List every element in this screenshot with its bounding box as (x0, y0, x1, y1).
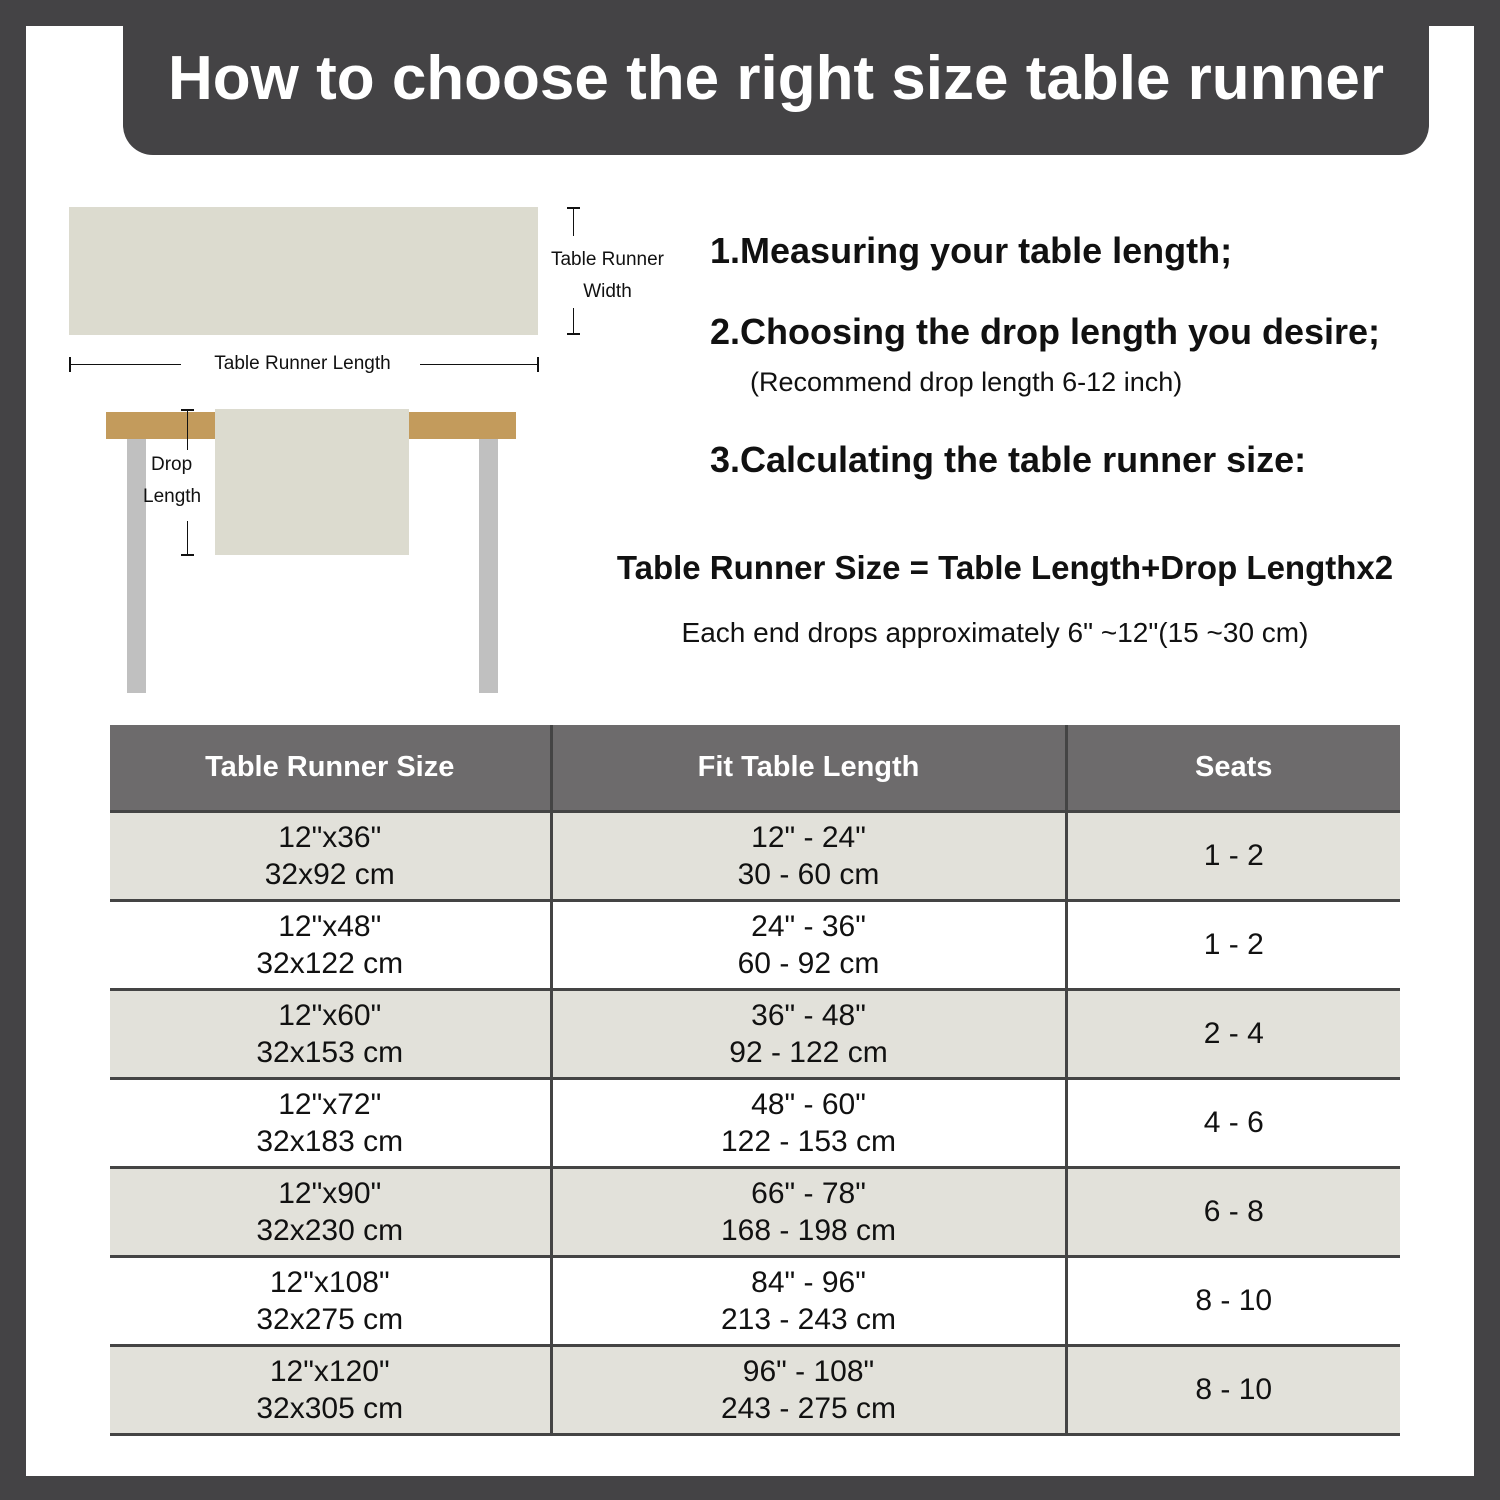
table-leg-left (127, 439, 146, 693)
fit-inches: 48" - 60" (751, 1087, 866, 1121)
seats-cell: 1 - 2 (1066, 811, 1400, 902)
header-fit: Fit Table Length (551, 725, 1068, 813)
runner-top-view (69, 207, 538, 335)
fit-cm: 168 - 198 cm (720, 1213, 897, 1247)
fit-inches: 36" - 48" (751, 998, 866, 1032)
table-leg-right (479, 439, 498, 693)
drop-arrow-bottom-cap (181, 554, 194, 556)
size-cm: 32x122 cm (256, 946, 404, 980)
length-label: Table Runner Length (214, 353, 391, 374)
size-cm: 32x92 cm (264, 857, 395, 891)
length-arrow-left-cap (69, 357, 71, 372)
fit-cm: 122 - 153 cm (720, 1124, 897, 1158)
size-cm: 32x275 cm (256, 1302, 404, 1336)
size-inches: 12"x60" (278, 998, 382, 1032)
table-row: 12"x120" 32x305 cm 96" - 108" 243 - 275 cm… (110, 1345, 1400, 1436)
size-inches: 12"x72" (278, 1087, 382, 1121)
table-row: 12"x48" 32x122 cm 24" - 36" 60 - 92 cm 1 -… (110, 900, 1400, 991)
fit-cm: 92 - 122 cm (729, 1035, 888, 1069)
runner-drop (215, 409, 409, 555)
fit-inches: 84" - 96" (751, 1265, 866, 1299)
size-table: Table Runner Size Fit Table Length Seats… (110, 725, 1400, 1436)
seats-cell: 2 - 4 (1066, 989, 1400, 1080)
size-cell: 12"x90" 32x230 cm (110, 1167, 553, 1258)
fit-cell: 66" - 78" 168 - 198 cm (551, 1167, 1068, 1258)
seats-cell: 8 - 10 (1066, 1345, 1400, 1436)
seats-cell: 1 - 2 (1066, 900, 1400, 991)
fit-inches: 66" - 78" (751, 1176, 866, 1210)
size-inches: 12"x108" (269, 1265, 390, 1299)
fit-cell: 96" - 108" 243 - 275 cm (551, 1345, 1068, 1436)
step-3: 3.Calculating the table runner size: (710, 439, 1307, 480)
size-cell: 12"x108" 32x275 cm (110, 1256, 553, 1347)
header-seats: Seats (1066, 725, 1400, 813)
fit-cell: 48" - 60" 122 - 153 cm (551, 1078, 1068, 1169)
fit-cell: 12" - 24" 30 - 60 cm (551, 811, 1068, 902)
table-row: 12"x36" 32x92 cm 12" - 24" 30 - 60 cm 1 - … (110, 811, 1400, 902)
size-inches: 12"x48" (278, 909, 382, 943)
drop-arrow-top-cap (181, 409, 194, 411)
width-arrow-bottom-cap (567, 333, 580, 335)
fit-cm: 60 - 92 cm (737, 946, 880, 980)
fit-cell: 84" - 96" 213 - 243 cm (551, 1256, 1068, 1347)
fit-cell: 24" - 36" 60 - 92 cm (551, 900, 1068, 991)
drop-label-line1: Drop (151, 454, 193, 475)
size-cm: 32x153 cm (256, 1035, 404, 1069)
fit-cm: 30 - 60 cm (737, 857, 880, 891)
size-cm: 32x183 cm (256, 1124, 404, 1158)
size-cm: 32x305 cm (256, 1391, 404, 1425)
drop-arrow-bottom (187, 521, 188, 554)
seats-cell: 4 - 6 (1066, 1078, 1400, 1169)
size-inches: 12"x120" (269, 1354, 390, 1388)
table-row: 12"x90" 32x230 cm 66" - 78" 168 - 198 cm 6… (110, 1167, 1400, 1258)
width-arrow-bottom (573, 308, 574, 334)
size-cell: 12"x72" 32x183 cm (110, 1078, 553, 1169)
width-label: Table Runner Width (540, 244, 675, 308)
size-inches: 12"x36" (278, 820, 382, 854)
drop-note: Each end drops approximately 6" ~12"(15 … (681, 617, 1309, 648)
step-2-note: (Recommend drop length 6-12 inch) (750, 367, 1183, 397)
size-cm: 32x230 cm (256, 1213, 404, 1247)
size-inches: 12"x90" (278, 1176, 382, 1210)
width-arrow-top-cap (567, 207, 580, 209)
length-arrow-right-cap (537, 357, 539, 372)
width-label-line2: Width (583, 281, 632, 302)
drop-label: Drop Length (140, 449, 215, 513)
width-label-line1: Table Runner (550, 249, 665, 270)
size-cell: 12"x120" 32x305 cm (110, 1345, 553, 1436)
size-cell: 12"x36" 32x92 cm (110, 811, 553, 902)
length-arrow-left (69, 364, 181, 365)
drop-label-line2: Length (143, 486, 202, 507)
drop-arrow-top (187, 410, 188, 450)
fit-cell: 36" - 48" 92 - 122 cm (551, 989, 1068, 1080)
header-size: Table Runner Size (110, 725, 553, 813)
step-1: 1.Measuring your table length; (710, 230, 1233, 271)
table-row: 12"x108" 32x275 cm 84" - 96" 213 - 243 cm … (110, 1256, 1400, 1347)
width-arrow-top (573, 208, 574, 236)
formula: Table Runner Size = Table Length+Drop Le… (616, 549, 1394, 586)
length-arrow-right (420, 364, 538, 365)
seats-cell: 8 - 10 (1066, 1256, 1400, 1347)
fit-inches: 24" - 36" (751, 909, 866, 943)
fit-inches: 12" - 24" (751, 820, 866, 854)
fit-inches: 96" - 108" (742, 1354, 875, 1388)
step-2: 2.Choosing the drop length you desire; (710, 311, 1381, 352)
size-cell: 12"x48" 32x122 cm (110, 900, 553, 991)
table-row: 12"x72" 32x183 cm 48" - 60" 122 - 153 cm 4… (110, 1078, 1400, 1169)
table-row: 12"x60" 32x153 cm 36" - 48" 92 - 122 cm 2 … (110, 989, 1400, 1080)
fit-cm: 243 - 275 cm (720, 1391, 897, 1425)
size-cell: 12"x60" 32x153 cm (110, 989, 553, 1080)
seats-cell: 6 - 8 (1066, 1167, 1400, 1258)
fit-cm: 213 - 243 cm (720, 1302, 897, 1336)
page-title: How to choose the right size table runne… (123, 26, 1429, 155)
